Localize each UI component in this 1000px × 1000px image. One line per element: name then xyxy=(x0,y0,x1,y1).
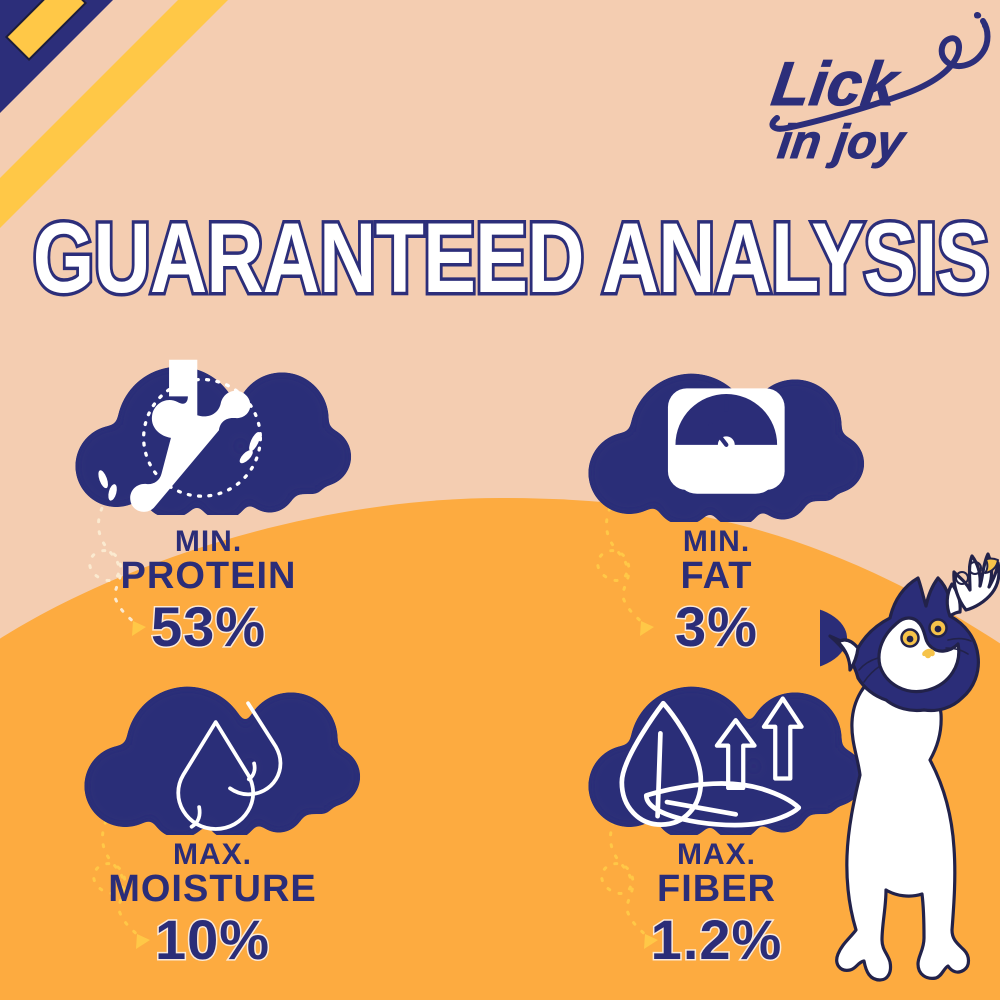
svg-text:in joy: in joy xyxy=(775,115,910,169)
svg-text:Lick: Lick xyxy=(768,50,905,119)
